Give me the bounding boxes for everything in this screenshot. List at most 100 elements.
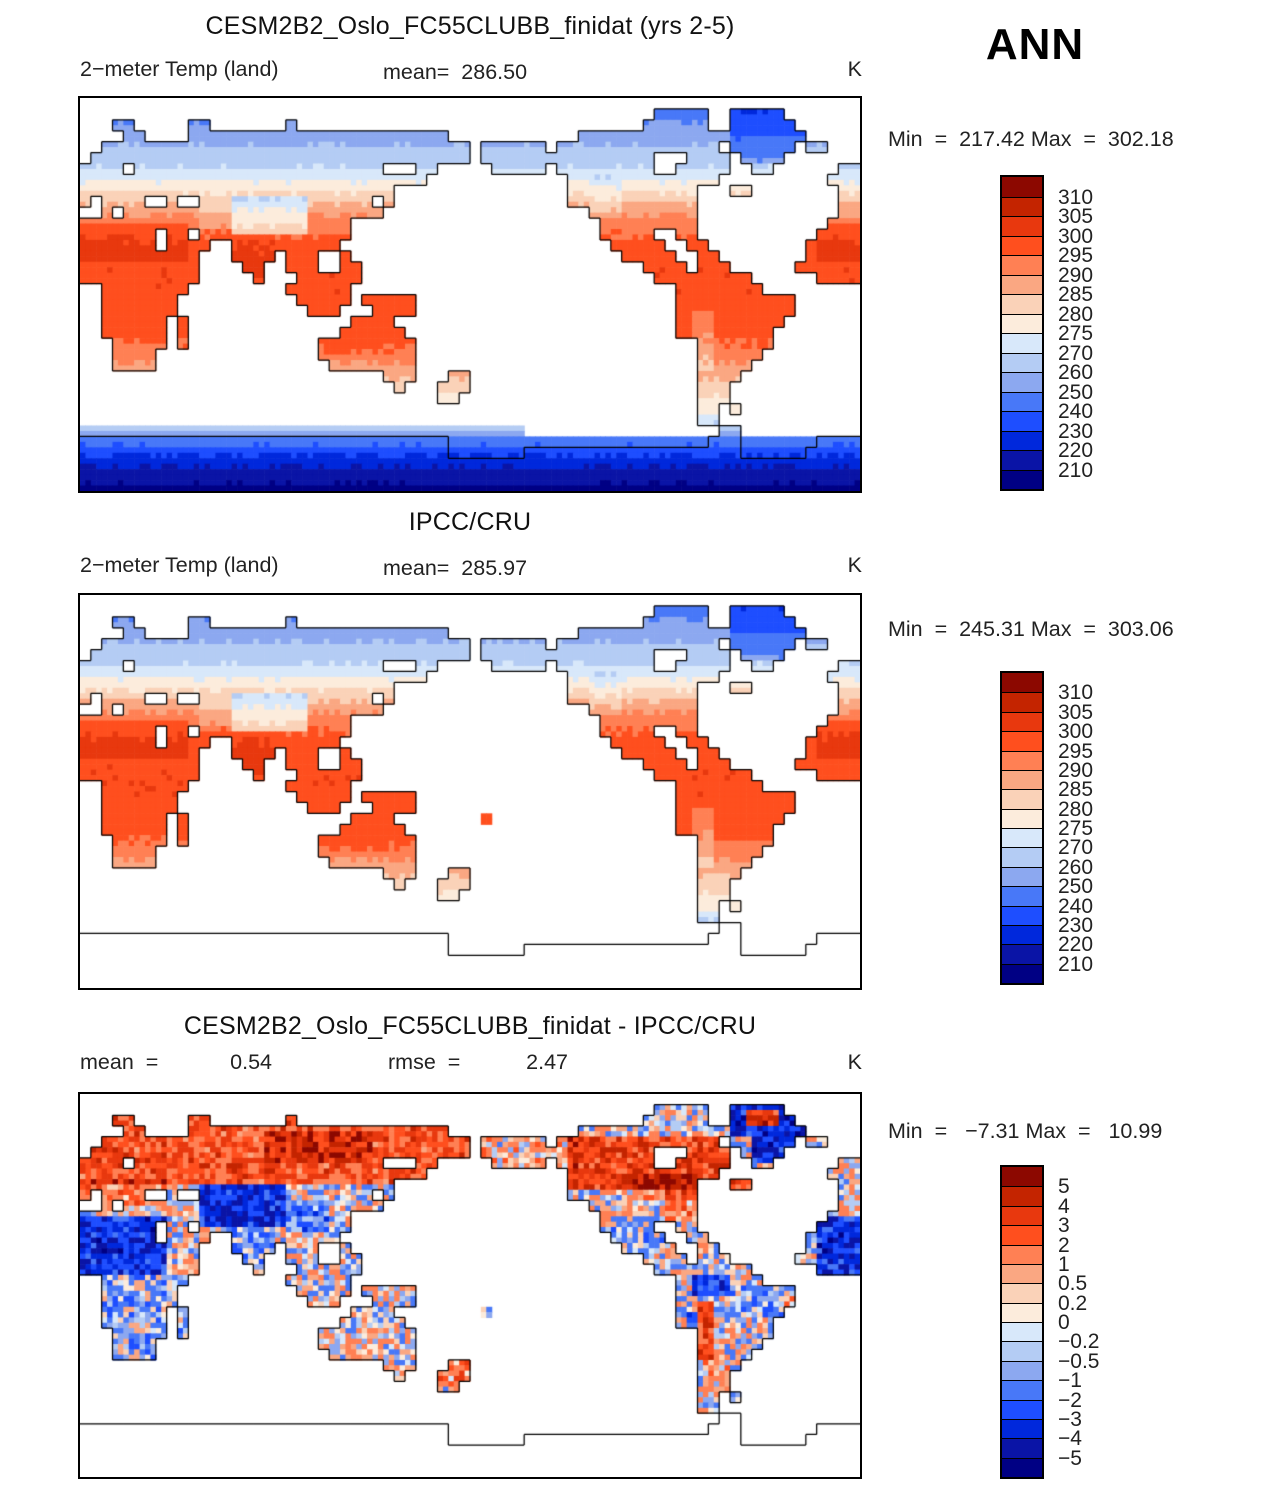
- colorbar-segment: [1002, 963, 1042, 983]
- colorbar-segment: [1002, 789, 1042, 809]
- panel2-unit-label: K: [847, 553, 862, 577]
- panel2-variable-label: 2−meter Temp (land): [80, 553, 279, 577]
- colorbar-segment: [1002, 866, 1042, 887]
- colorbar-segment: [1002, 1225, 1042, 1245]
- colorbar-segment: [1002, 1457, 1042, 1477]
- colorbar-tick-label: −3: [1058, 1407, 1082, 1431]
- colorbar-tick-label: 290: [1058, 758, 1094, 782]
- colorbar-tick-label: 285: [1058, 778, 1094, 802]
- colorbar-tick-label: 240: [1058, 894, 1094, 918]
- colorbar-tick-label: 290: [1058, 263, 1094, 287]
- panel1-unit-label: K: [847, 57, 862, 81]
- colorbar-segment: [1002, 1438, 1042, 1458]
- colorbar-tick-label: −2: [1058, 1388, 1082, 1412]
- panel2-minmax-label: Min = 245.31 Max = 303.06: [888, 617, 1174, 641]
- panel3-rmse-label: rmse =: [388, 1050, 461, 1074]
- colorbar-segment: [1002, 847, 1042, 867]
- season-label: ANN: [985, 20, 1085, 69]
- colorbar-tick-label: 4: [1058, 1194, 1070, 1218]
- panel2-mean-label: mean= 285.97: [383, 556, 528, 580]
- colorbar-diff: 5 4 3 2 1 0.5 0.2 0 −0.2 −0.5 −1 −2 −3 −4 −5: [1000, 1165, 1099, 1479]
- colorbar-tick-label: 220: [1058, 933, 1094, 957]
- panel3-mean-value: 0.54: [230, 1050, 272, 1074]
- colorbar-segment: [1002, 1186, 1042, 1206]
- panel3-unit-label: K: [847, 1050, 862, 1074]
- colorbar-tick-label: 230: [1058, 913, 1094, 937]
- colorbar-segment: [1002, 1380, 1042, 1400]
- colorbar-tick-label: 3: [1058, 1214, 1070, 1238]
- colorbar-segment: [1002, 177, 1042, 197]
- colorbar-tick-label: 260: [1058, 855, 1094, 879]
- colorbar-tick-label: −1: [1058, 1369, 1082, 1393]
- colorbar-segment: [1002, 450, 1042, 470]
- colorbar-tick-label: 250: [1058, 875, 1094, 899]
- colorbar-tick-label: 0: [1058, 1311, 1070, 1334]
- colorbar-tick-label: 300: [1058, 224, 1094, 248]
- colorbar-bar: [1000, 175, 1044, 491]
- colorbar-segment: [1002, 430, 1042, 450]
- colorbar-segment: [1002, 1360, 1042, 1381]
- colorbar-tick-label: 275: [1058, 322, 1094, 345]
- panel3-minmax-label: Min = −7.31 Max = 10.99: [888, 1119, 1163, 1143]
- colorbar-tick-label: 280: [1058, 302, 1094, 326]
- colorbar-segment: [1002, 216, 1042, 236]
- colorbar-segment: [1002, 731, 1042, 751]
- colorbar-tick-label: 275: [1058, 817, 1094, 840]
- colorbar-tick-label: 210: [1058, 458, 1094, 482]
- colorbar-segment: [1002, 255, 1042, 275]
- colorbar-segment: [1002, 274, 1042, 294]
- colorbar-tick-label: 270: [1058, 341, 1094, 365]
- colorbar-tick-label: 300: [1058, 720, 1094, 744]
- colorbar-segment: [1002, 924, 1042, 945]
- colorbar-tick-label: −0.2: [1058, 1330, 1100, 1354]
- colorbar-tick-label: 310: [1058, 681, 1094, 705]
- colorbar-tick-label: 305: [1058, 700, 1094, 724]
- colorbar-obs: 310 305 300 295 290 285 280 275 270 260 250 240 230 2…: [1000, 671, 1093, 985]
- colorbar-tick-label: 2: [1058, 1233, 1070, 1257]
- colorbar-segment: [1002, 294, 1042, 314]
- colorbar-tick-label: 210: [1058, 952, 1094, 976]
- colorbar-tick-label: 250: [1058, 380, 1094, 404]
- colorbar-tick-label: 305: [1058, 205, 1094, 228]
- colorbar-segment: [1002, 1341, 1042, 1361]
- colorbar-segment: [1002, 750, 1042, 770]
- colorbar-tick-label: 280: [1058, 797, 1094, 821]
- colorbar-tick-label: 270: [1058, 836, 1094, 860]
- colorbar-segment: [1002, 352, 1042, 372]
- colorbar-segment: [1002, 944, 1042, 964]
- colorbar-segment: [1002, 196, 1042, 216]
- colorbar-segment: [1002, 333, 1042, 353]
- colorbar-segment: [1002, 905, 1042, 925]
- colorbar-segment: [1002, 1322, 1042, 1342]
- panel1-title: CESM2B2_Oslo_FC55CLUBB_finidat (yrs 2-5): [205, 12, 735, 40]
- panel2-title: IPCC/CRU: [408, 508, 532, 536]
- colorbar-tick-label: 1: [1058, 1252, 1070, 1276]
- colorbar-model: 310 305 300 295 290 285 280 275 270 260 250 240 230 2…: [1000, 175, 1093, 491]
- colorbar-segment: [1002, 1418, 1042, 1439]
- colorbar-segment: [1002, 1399, 1042, 1419]
- colorbar-segment: [1002, 711, 1042, 732]
- colorbar-tick-label: 0.2: [1058, 1291, 1088, 1315]
- colorbar-tick-label: 295: [1058, 244, 1094, 267]
- colorbar-tick-label: 5: [1058, 1175, 1070, 1199]
- colorbar-segment: [1002, 411, 1042, 431]
- colorbar-tick-label: 310: [1058, 185, 1094, 209]
- colorbar-segment: [1002, 1302, 1042, 1322]
- colorbar-segment: [1002, 235, 1042, 255]
- panel1-variable-label: 2−meter Temp (land): [80, 57, 279, 81]
- colorbar-segment: [1002, 313, 1042, 333]
- colorbar-segment: [1002, 808, 1042, 828]
- panel1-minmax-label: Min = 217.42 Max = 302.18: [888, 127, 1174, 151]
- colorbar-tick-label: 260: [1058, 361, 1094, 384]
- colorbar-tick-label: 285: [1058, 283, 1094, 306]
- colorbar-segment: [1002, 828, 1042, 848]
- colorbar-tick-label: 220: [1058, 439, 1094, 462]
- map-canvas-diff: [78, 1092, 862, 1479]
- colorbar-segment: [1002, 372, 1042, 392]
- colorbar-tick-label: 240: [1058, 400, 1094, 423]
- colorbar-tick-label: −4: [1058, 1427, 1082, 1451]
- map-canvas-obs: [78, 593, 862, 990]
- colorbar-segment: [1002, 769, 1042, 790]
- colorbar-segment: [1002, 692, 1042, 712]
